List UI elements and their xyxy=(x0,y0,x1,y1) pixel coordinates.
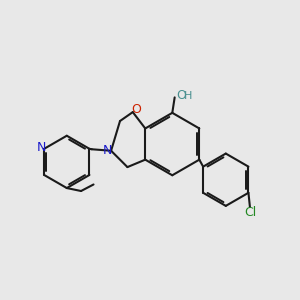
Text: O: O xyxy=(176,88,186,101)
Text: Cl: Cl xyxy=(244,206,256,219)
Text: O: O xyxy=(131,103,141,116)
Text: N: N xyxy=(103,144,112,157)
Text: N: N xyxy=(37,140,46,154)
Text: H: H xyxy=(184,91,192,101)
